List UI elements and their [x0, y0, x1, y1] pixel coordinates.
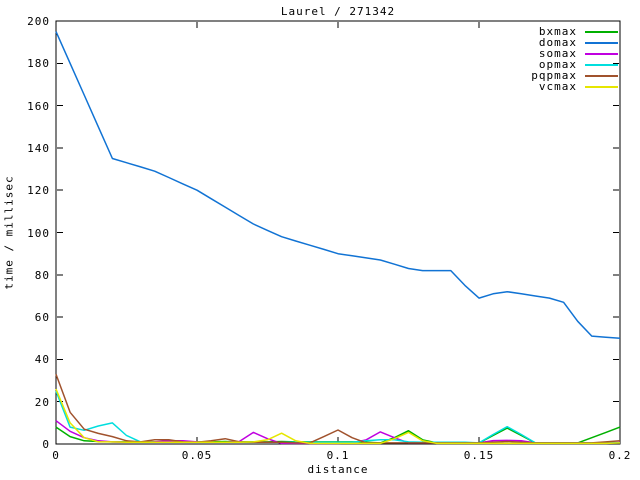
y-tick-label-160: 160 — [27, 99, 50, 113]
legend-item-opmax: opmax — [531, 59, 618, 70]
y-tick-label-140: 140 — [27, 141, 50, 155]
legend-label-somax: somax — [538, 47, 577, 60]
y-axis-title: time / millisec — [2, 175, 16, 290]
legend-line-sample-domax — [585, 41, 618, 44]
y-tick-label-120: 120 — [27, 184, 50, 198]
legend-label-opmax: opmax — [538, 58, 577, 71]
legend-label-domax: domax — [538, 36, 577, 49]
y-tick-label-100: 100 — [27, 226, 50, 240]
legend-label-vcmax: vcmax — [538, 80, 577, 93]
legend-line-sample-vcmax — [585, 85, 618, 88]
legend-label-bxmax: bxmax — [538, 25, 577, 38]
y-tick-label-80: 80 — [34, 268, 50, 282]
legend-line-sample-somax — [585, 52, 618, 55]
legend-line-sample-pqpmax — [585, 74, 618, 77]
series-line-pqpmax — [55, 373, 621, 444]
legend-item-somax: somax — [531, 48, 618, 59]
y-tick-label-40: 40 — [34, 353, 50, 367]
x-tick-label-0: 0 — [52, 449, 60, 462]
series-line-vcmax — [55, 388, 621, 445]
series-line-domax — [55, 31, 621, 340]
y-tick-label-20: 20 — [34, 395, 50, 409]
y-tick-label-0: 0 — [42, 438, 50, 451]
x-axis-title: distance — [307, 463, 369, 476]
x-tick-label-0.1: 0.1 — [326, 449, 350, 462]
y-tick-label-200: 200 — [27, 15, 50, 28]
x-tick-label-0.15: 0.15 — [463, 449, 495, 462]
legend-item-pqpmax: pqpmax — [531, 70, 618, 81]
legend-item-vcmax: vcmax — [531, 81, 618, 92]
x-tick-label-0.2: 0.2 — [608, 449, 632, 462]
legend-item-domax: domax — [531, 37, 618, 48]
legend-item-bxmax: bxmax — [531, 26, 618, 37]
chart-title: Laurel / 271342 — [280, 5, 396, 18]
x-tick-label-0.05: 0.05 — [181, 449, 213, 462]
legend: bxmax domax somax opmax pqpmax vcmax — [531, 26, 618, 92]
series-line-opmax — [55, 390, 620, 444]
y-tick-label-180: 180 — [27, 57, 50, 71]
y-tick-label-60: 60 — [34, 311, 50, 325]
legend-label-pqpmax: pqpmax — [531, 69, 577, 82]
legend-line-sample-opmax — [585, 63, 618, 66]
legend-line-sample-bxmax — [585, 30, 618, 33]
